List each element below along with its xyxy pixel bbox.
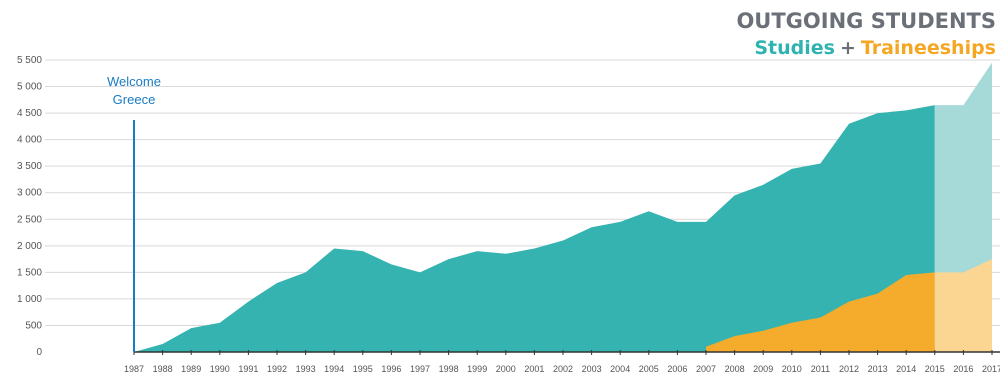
x-tick-label: 1990	[210, 364, 230, 374]
y-tick-label: 3 000	[17, 188, 42, 199]
x-tick-label: 2004	[610, 364, 630, 374]
x-tick-label: 1999	[467, 364, 487, 374]
x-tick-label: 2017	[982, 364, 1000, 374]
x-tick-label: 1995	[353, 364, 373, 374]
y-tick-label: 500	[25, 320, 42, 331]
annotation-label-welcome: Welcome	[107, 74, 161, 89]
y-tick-label: 1 000	[17, 294, 42, 305]
y-tick-label: 2 500	[17, 214, 42, 225]
x-tick-label: 1993	[296, 364, 316, 374]
x-tick-label: 1996	[381, 364, 401, 374]
chart-subtitle: Studies + Traineeships	[754, 37, 996, 59]
y-tick-label: 4 500	[17, 108, 42, 119]
x-tick-label: 1987	[124, 364, 144, 374]
y-tick-label: 4 000	[17, 135, 42, 146]
area-series-total	[134, 105, 935, 352]
x-tick-label: 1997	[410, 364, 430, 374]
y-tick-label: 3 500	[17, 161, 42, 172]
x-tick-label: 2012	[839, 364, 859, 374]
x-tick-label: 2016	[953, 364, 973, 374]
y-tick-label: 5 500	[17, 55, 42, 66]
chart-title: OUTGOING STUDENTS	[736, 9, 996, 33]
annotation-label-greece: Greece	[113, 92, 156, 107]
y-tick-label: 5 000	[17, 82, 42, 93]
x-tick-label: 2010	[782, 364, 802, 374]
x-tick-label: 1989	[181, 364, 201, 374]
y-tick-label: 1 500	[17, 267, 42, 278]
x-tick-label: 2001	[524, 364, 544, 374]
x-tick-label: 2015	[925, 364, 945, 374]
x-tick-label: 2013	[868, 364, 888, 374]
x-tick-label: 2002	[553, 364, 573, 374]
x-tick-label: 2005	[639, 364, 659, 374]
x-axis-ticks: 1987 1988 1989 1990 1991 1992 1993 1994 1995 1996…	[124, 350, 1000, 374]
x-tick-label: 2000	[496, 364, 516, 374]
subtitle-studies: Studies	[754, 37, 835, 59]
gridlines	[45, 59, 1000, 326]
x-tick-label: 2003	[582, 364, 602, 374]
x-tick-label: 1988	[153, 364, 173, 374]
x-tick-label: 2009	[753, 364, 773, 374]
area-series-traineeships-projected	[934, 259, 992, 352]
x-tick-label: 2011	[811, 364, 830, 374]
y-tick-label: 0	[36, 347, 42, 358]
areas	[134, 62, 992, 353]
x-tick-label: 2007	[696, 364, 716, 374]
x-tick-label: 1992	[267, 364, 287, 374]
x-tick-label: 2008	[725, 364, 745, 374]
x-tick-label: 2014	[896, 364, 916, 374]
area-series-traineeships	[706, 272, 935, 352]
x-tick-label: 1994	[324, 364, 344, 374]
x-tick-label: 1991	[238, 364, 258, 374]
x-tick-label: 1998	[439, 364, 459, 374]
x-tick-label: 2006	[667, 364, 687, 374]
y-axis-ticks: 0 500 1 000 1 500 2 000 2 500 3 000 3 500 4 000 4…	[17, 55, 42, 358]
subtitle-plus: +	[840, 37, 856, 59]
y-tick-label: 2 000	[17, 241, 42, 252]
subtitle-traineeships: Traineeships	[861, 37, 996, 59]
